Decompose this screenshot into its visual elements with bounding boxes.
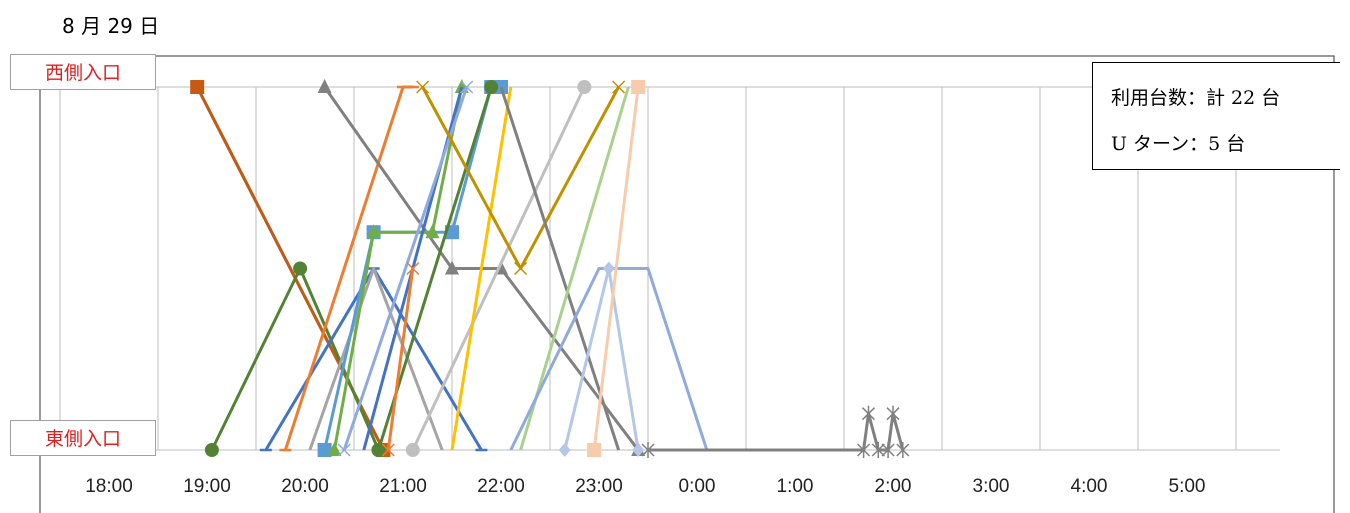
series-line	[342, 86, 469, 451]
series-15	[450, 86, 513, 451]
triangle-marker	[317, 79, 332, 93]
square-marker	[631, 80, 646, 94]
diamond-marker	[602, 261, 615, 276]
series-line	[648, 412, 905, 452]
east-entrance-label: 東側入口	[10, 420, 156, 456]
series-lines	[190, 79, 910, 458]
x-tick-label: 22:00	[477, 476, 525, 497]
series-14	[405, 80, 592, 457]
chart-title: 8 月 29 日	[62, 14, 160, 38]
series-13	[381, 261, 420, 457]
x-tick-label: 5:00	[1169, 476, 1206, 497]
series-line	[563, 267, 640, 451]
x-marker	[337, 443, 351, 457]
x-tick-label: 23:00	[575, 476, 623, 497]
x-tick-label: 1:00	[777, 476, 814, 497]
x-axis-ticks: 18:00 19:00 20:00 21:00 22:00 23:00 0:00 1:00 2:…	[85, 476, 1205, 497]
series-21	[587, 80, 646, 457]
series-line	[323, 86, 640, 451]
x-tick-label: 18:00	[85, 476, 133, 497]
x-marker	[416, 80, 430, 94]
x-tick-label: 3:00	[973, 476, 1010, 497]
series-line	[499, 86, 621, 451]
square-marker	[190, 80, 205, 94]
series-19	[509, 267, 709, 451]
x-tick-label: 2:00	[875, 476, 912, 497]
x-marker	[514, 261, 528, 276]
series-17	[499, 86, 621, 451]
circle-marker	[405, 443, 420, 457]
square-marker	[587, 443, 602, 457]
series-line	[450, 86, 513, 451]
west-entrance-label: 西側入口	[10, 54, 156, 90]
circle-marker	[293, 261, 308, 276]
uturn-count-text: U ターン：5 台	[1111, 133, 1246, 155]
series-line	[592, 86, 640, 451]
series-20	[558, 261, 645, 457]
triangle-marker	[425, 224, 440, 239]
series-16	[416, 80, 626, 276]
usage-count-text: 利用台数：計 22 台	[1111, 87, 1281, 109]
triangle-marker	[445, 260, 459, 275]
series-line	[308, 267, 444, 451]
x-marker	[460, 80, 474, 94]
x-marker	[381, 443, 395, 457]
series-line	[386, 268, 415, 451]
x-marker	[406, 261, 420, 276]
series-line	[509, 267, 709, 451]
plot-border	[39, 55, 1335, 513]
circle-marker	[577, 80, 592, 94]
circle-marker	[204, 443, 219, 457]
x-tick-label: 20:00	[281, 476, 329, 497]
x-tick-label: 21:00	[379, 476, 427, 497]
diamond-marker	[558, 443, 571, 457]
chart-frame	[39, 55, 1335, 513]
square-marker	[317, 443, 332, 457]
series-5	[279, 85, 419, 452]
series-line	[411, 86, 586, 451]
series-line	[332, 86, 464, 451]
series-22	[641, 405, 910, 458]
x-marker	[612, 80, 626, 94]
info-box: 利用台数：計 22 台 U ターン：5 台	[1092, 62, 1340, 170]
circle-marker	[484, 80, 499, 94]
series-11	[337, 80, 474, 457]
diamond-marker	[632, 443, 645, 457]
x-tick-label: 0:00	[679, 476, 716, 497]
series-7	[308, 267, 444, 451]
circle-marker	[371, 443, 386, 457]
x-tick-label: 19:00	[183, 476, 231, 497]
triangle-marker	[366, 224, 381, 239]
series-3	[204, 261, 386, 457]
triangle-marker	[327, 442, 342, 456]
x-tick-label: 4:00	[1071, 476, 1108, 497]
